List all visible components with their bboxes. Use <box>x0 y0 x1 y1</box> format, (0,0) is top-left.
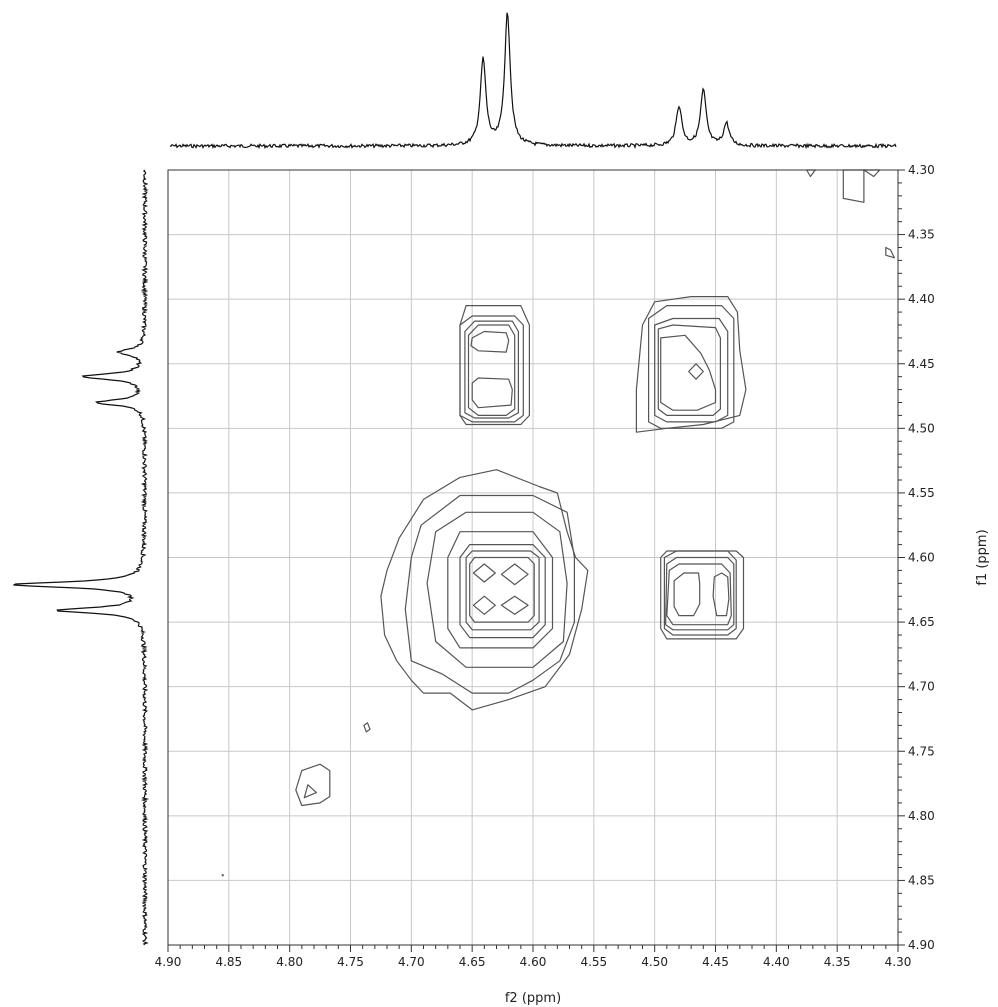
contour-level <box>885 246 895 259</box>
contour-level <box>654 317 729 423</box>
contour-level <box>447 531 554 649</box>
y-tick-label: 4.85 <box>908 873 935 887</box>
contour-level <box>688 363 704 380</box>
contour-plot <box>221 169 895 877</box>
x-tick-label: 4.50 <box>641 955 668 969</box>
x-tick-label: 4.75 <box>337 955 364 969</box>
y-tick-label: 4.75 <box>908 744 935 758</box>
contour-level <box>295 763 331 807</box>
contour-level <box>459 315 524 423</box>
left-projection-spectrum <box>13 169 150 946</box>
cross-peak-corner-4.31 <box>806 169 895 259</box>
contour-level <box>459 305 531 426</box>
x-tick-label: 4.65 <box>459 955 486 969</box>
contour-level <box>842 169 865 203</box>
cross-peak-cross-4.46-4.63 <box>459 305 531 426</box>
y-axis-title: f1 (ppm) <box>975 529 990 585</box>
contour-level <box>467 324 516 416</box>
y-tick-label: 4.80 <box>908 809 935 823</box>
x-tick-label: 4.30 <box>885 955 912 969</box>
y-tick-label: 4.30 <box>908 163 935 177</box>
contour-level <box>472 595 496 615</box>
contour-level <box>635 296 747 433</box>
noise-dot <box>221 874 224 877</box>
contour-level <box>464 320 520 419</box>
x-tick-label: 4.90 <box>155 955 182 969</box>
y-tick-label: 4.40 <box>908 292 935 306</box>
contour-level <box>472 563 496 583</box>
x-axis: 4.90 4.85 4.80 4.75 4.70 4.65 4.60 4.55 4.50 4.45… <box>155 945 912 969</box>
grid <box>167 169 899 946</box>
contour-level <box>712 572 730 617</box>
x-tick-label: 4.40 <box>763 955 790 969</box>
contour-level <box>647 305 735 429</box>
x-tick-label: 4.45 <box>702 955 729 969</box>
contour-level <box>303 784 317 799</box>
x-tick-label: 4.35 <box>824 955 851 969</box>
contour-level <box>806 169 816 178</box>
x-tick-label: 4.60 <box>520 955 547 969</box>
cross-peak-diag-4.78 <box>295 763 331 807</box>
y-tick-label: 4.90 <box>908 938 935 952</box>
cross-peak-diag-4.63 <box>380 469 589 711</box>
contour-level <box>500 595 529 615</box>
contour-level <box>469 556 535 623</box>
contour-level <box>673 572 701 617</box>
contour-level <box>380 469 589 711</box>
y-tick-label: 4.70 <box>908 680 935 694</box>
y-tick-label: 4.50 <box>908 421 935 435</box>
contour-level <box>459 543 546 639</box>
contour-level <box>471 377 513 409</box>
y-axis: 4.30 4.35 4.40 4.45 4.50 4.55 4.60 4.65 4.70 4.75… <box>898 163 935 952</box>
x-tick-label: 4.85 <box>215 955 242 969</box>
contour-level <box>363 722 371 733</box>
y-tick-label: 4.65 <box>908 615 935 629</box>
cross-peak-noise-4.73 <box>363 722 371 733</box>
x-tick-label: 4.80 <box>276 955 303 969</box>
contour-level <box>666 563 732 626</box>
y-tick-label: 4.55 <box>908 486 935 500</box>
contour-level <box>657 324 722 416</box>
contour-level <box>664 556 735 631</box>
x-tick-label: 4.70 <box>398 955 425 969</box>
contour-level <box>660 334 717 411</box>
contour-level <box>470 330 510 353</box>
y-tick-label: 4.60 <box>908 551 935 565</box>
y-tick-label: 4.35 <box>908 228 935 242</box>
x-tick-label: 4.55 <box>580 955 607 969</box>
contour-level <box>660 550 745 640</box>
y-tick-label: 4.45 <box>908 357 935 371</box>
contour-level <box>404 494 576 694</box>
contour-level <box>426 511 568 668</box>
contour-level <box>465 550 540 631</box>
contour-level <box>863 169 881 178</box>
cross-peak-cross-4.63-4.46 <box>660 550 745 640</box>
contour-level <box>500 563 529 586</box>
x-axis-title: f2 (ppm) <box>505 991 561 1006</box>
top-projection-spectrum <box>169 12 897 150</box>
cross-peak-diag-4.46 <box>635 296 747 433</box>
